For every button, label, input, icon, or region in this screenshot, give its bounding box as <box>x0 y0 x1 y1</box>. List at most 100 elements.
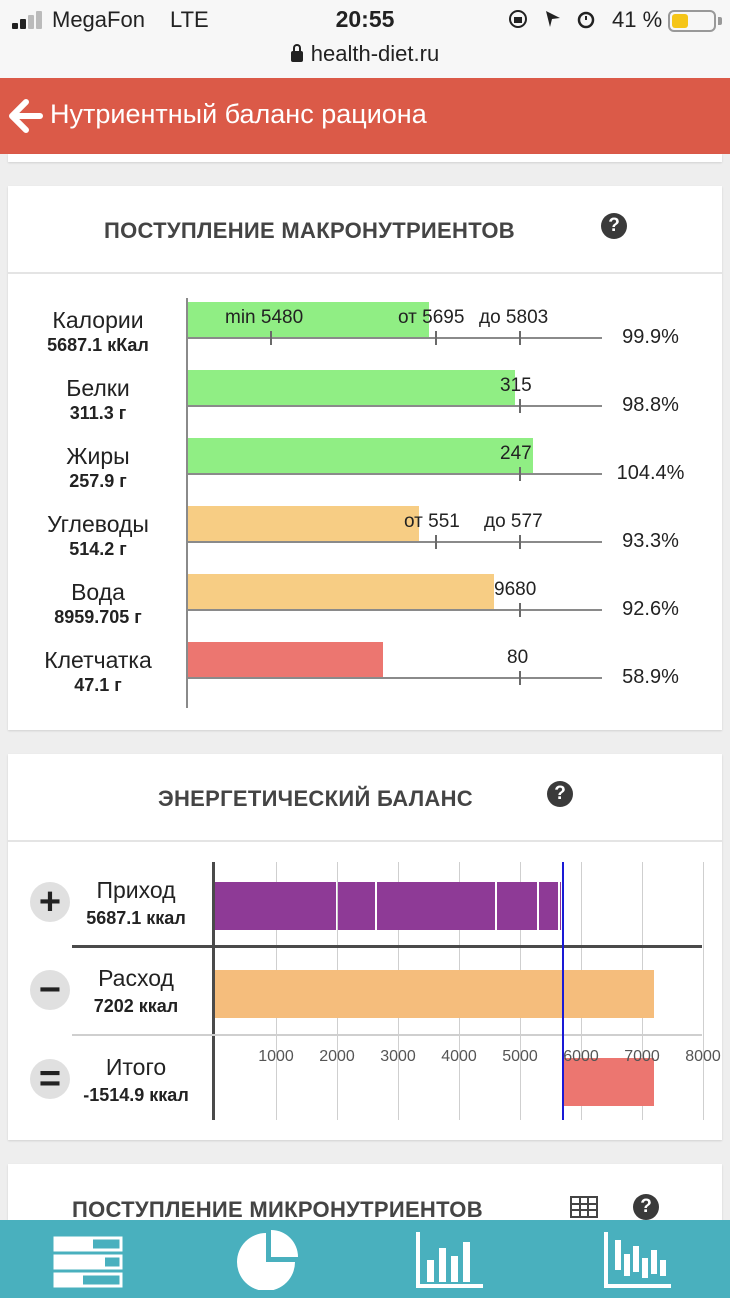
table-icon[interactable] <box>570 1196 598 1218</box>
alarm-icon <box>577 11 595 29</box>
status-bar: MegaFon LTE 20:55 41 % health-diet.ru <box>0 0 730 78</box>
bar-chart-icon[interactable] <box>415 1230 485 1290</box>
target-tick <box>519 399 521 413</box>
energy-y-axis <box>212 862 215 1120</box>
energy-value: 5687.1 ккал <box>86 908 186 928</box>
macro-bar <box>188 574 494 610</box>
target-tick <box>519 331 521 345</box>
income-bar-segment <box>560 882 562 930</box>
macro-label: Белки <box>66 375 130 401</box>
from-marker-label: от 551 <box>404 511 460 532</box>
macro-label: Клетчатка <box>44 647 152 673</box>
macro-label: Жиры <box>66 443 130 469</box>
income-bar-segment <box>337 882 375 930</box>
expense-bar <box>215 970 655 1018</box>
income-bar-segment <box>215 882 336 930</box>
histogram-icon[interactable] <box>603 1230 673 1290</box>
target-tick <box>270 331 272 345</box>
battery-percent: 41 % <box>612 7 663 32</box>
macronutrients-card: ПОСТУПЛЕНИЕ МАКРОНУТРИЕНТОВ ? Калории 56… <box>8 186 722 730</box>
plus-icon: + <box>30 882 70 922</box>
page-title: Нутриентный баланс рациона <box>50 99 427 129</box>
battery-icon <box>668 10 716 32</box>
macro-value: 257.9 г <box>69 471 127 491</box>
target-line <box>188 405 602 407</box>
to-marker-label: до 577 <box>484 511 543 532</box>
back-arrow-icon[interactable] <box>8 98 44 134</box>
x-tick-label: 3000 <box>380 1048 416 1065</box>
x-tick-label: 6000 <box>563 1048 599 1065</box>
target-tick <box>435 331 437 345</box>
lock-icon <box>290 44 303 62</box>
income-bar-segment <box>538 882 559 930</box>
target-marker-label: 80 <box>507 647 529 668</box>
macro-value: 311.3 г <box>69 403 127 423</box>
macronutrients-title: ПОСТУПЛЕНИЕ МАКРОНУТРИЕНТОВ <box>104 218 515 243</box>
target-tick <box>519 535 521 549</box>
macro-label: Вода <box>71 579 125 605</box>
list-icon[interactable] <box>53 1230 123 1290</box>
clock: 20:55 <box>335 6 395 32</box>
energy-label: Расход <box>98 965 174 991</box>
macro-bar <box>188 506 419 542</box>
target-marker-label: 315 <box>500 375 532 396</box>
carrier-name: MegaFon <box>52 7 145 32</box>
energy-title: ЭНЕРГЕТИЧЕСКИЙ БАЛАНС <box>158 786 473 811</box>
target-line <box>188 677 602 679</box>
network-type: LTE <box>170 7 209 32</box>
macro-value: 5687.1 кКал <box>47 335 149 355</box>
macro-value: 47.1 г <box>74 675 122 695</box>
app-header: Нутриентный баланс рациона <box>0 78 730 154</box>
question-circle-icon[interactable]: ? <box>547 781 573 807</box>
macro-percent: 58.9% <box>622 666 679 688</box>
balance-bar <box>561 1058 655 1106</box>
energy-label: Итого <box>105 1054 167 1080</box>
macro-label: Углеводы <box>47 511 149 537</box>
macro-percent: 104.4% <box>616 462 685 484</box>
micronutrients-card: ПОСТУПЛЕНИЕ МИКРОНУТРИЕНТОВ ? <box>8 1164 722 1222</box>
pie-chart-icon[interactable] <box>233 1230 303 1290</box>
x-tick-label: 7000 <box>624 1048 660 1065</box>
macro-percent: 93.3% <box>622 530 679 552</box>
macro-value: 8959.705 г <box>54 607 142 627</box>
url-bar[interactable]: health-diet.ru <box>0 41 730 67</box>
x-tick-label: 2000 <box>319 1048 355 1065</box>
energy-balance-card: ЭНЕРГЕТИЧЕСКИЙ БАЛАНС ? + Приход 5687.1 … <box>8 754 722 1140</box>
macro-bar <box>188 642 383 678</box>
previous-card-edge <box>8 154 722 162</box>
to-marker-label: до 5803 <box>479 307 549 328</box>
macro-label: Калории <box>52 307 144 333</box>
from-marker-label: от 5695 <box>398 307 465 328</box>
target-tick <box>435 535 437 549</box>
macro-bar <box>188 302 429 338</box>
x-tick-label: 4000 <box>441 1048 477 1065</box>
energy-label: Приход <box>96 877 176 903</box>
question-circle-icon[interactable]: ? <box>633 1194 659 1220</box>
target-tick <box>519 467 521 481</box>
income-bar-segment <box>496 882 537 930</box>
bottom-navigation <box>0 1220 730 1298</box>
target-line <box>188 541 602 543</box>
x-tick-label: 5000 <box>502 1048 538 1065</box>
macro-bar <box>188 438 533 474</box>
macro-percent: 98.8% <box>622 394 679 416</box>
question-circle-icon[interactable]: ? <box>601 213 627 239</box>
target-tick <box>519 671 521 685</box>
location-icon <box>546 11 560 27</box>
macro-percent: 92.6% <box>622 598 679 620</box>
orientation-lock-icon <box>509 10 527 28</box>
energy-separator <box>72 1034 702 1036</box>
target-marker-label: 247 <box>500 443 532 464</box>
macro-bar <box>188 370 515 406</box>
energy-separator <box>72 945 702 948</box>
macro-percent: 99.9% <box>622 326 679 348</box>
target-tick <box>519 603 521 617</box>
target-line <box>188 609 602 611</box>
min-marker-label: min 5480 <box>225 307 304 328</box>
micronutrients-title: ПОСТУПЛЕНИЕ МИКРОНУТРИЕНТОВ <box>72 1197 483 1222</box>
minus-icon: − <box>30 970 70 1010</box>
target-line <box>188 337 602 339</box>
intake-reference-line <box>561 862 564 1120</box>
x-tick-label: 8000 <box>685 1048 721 1065</box>
equals-icon: = <box>30 1059 70 1099</box>
